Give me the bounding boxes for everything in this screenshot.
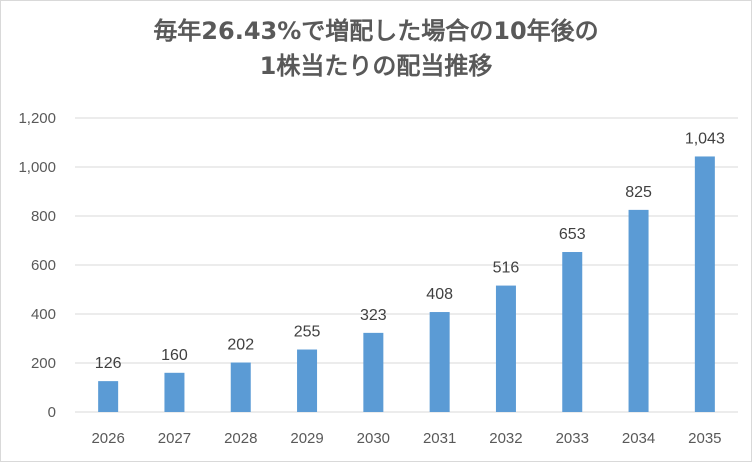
data-label: 255 [294,324,321,341]
y-tick-label: 400 [31,306,56,323]
x-tick-label: 2027 [158,430,191,447]
x-tick-label: 2032 [489,430,522,447]
bar-2035 [694,156,715,412]
data-labels: 126 160 202 255 323 408 516 653 825 1,043 [95,130,725,372]
bar-2034 [628,209,649,412]
y-tick-label: 800 [31,208,56,225]
y-tick-label: 1,200 [18,110,56,127]
data-label: 825 [625,184,652,201]
bar-2033 [562,252,583,412]
data-label: 323 [360,307,387,324]
y-tick-label: 200 [31,355,56,372]
x-tick-label: 2034 [622,430,655,447]
data-label: 408 [426,286,453,303]
x-tick-label: 2030 [357,430,390,447]
bars [98,156,715,412]
x-tick-label: 2031 [423,430,456,447]
chart-title: 毎年26.43%で増配した場合の10年後の 1株当たりの配当推移 [0,14,752,84]
data-label: 202 [227,337,254,354]
x-tick-label: 2026 [91,430,124,447]
data-label: 160 [161,347,188,364]
y-tick-label: 600 [31,257,56,274]
y-tick-label: 1,000 [18,159,56,176]
bar-2031 [429,312,450,412]
data-label: 653 [559,226,586,243]
x-tick-label: 2029 [290,430,323,447]
x-tick-label: 2028 [224,430,257,447]
bar-2029 [297,349,318,412]
chart-title-line-2: 1株当たりの配当推移 [259,52,493,80]
chart-title-line-1: 毎年26.43%で増配した場合の10年後の [153,17,599,45]
gridlines [75,117,738,413]
bar-2032 [495,285,516,412]
y-axis-ticks: 0 200 400 600 800 1,000 1,200 [18,110,56,421]
data-label: 126 [95,355,122,372]
bar-2027 [164,372,185,412]
x-tick-label: 2035 [688,430,721,447]
bar-2026 [98,381,119,412]
data-label: 1,043 [685,130,725,147]
bar-2030 [363,332,384,412]
data-label: 516 [493,260,520,277]
x-tick-label: 2033 [556,430,589,447]
x-axis-ticks: 2026 2027 2028 2029 2030 2031 2032 2033 2034 2035 [91,430,721,447]
y-tick-label: 0 [48,404,56,421]
bar-2028 [230,362,251,412]
